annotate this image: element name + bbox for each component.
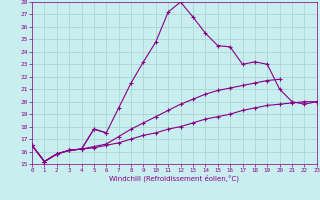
X-axis label: Windchill (Refroidissement éolien,°C): Windchill (Refroidissement éolien,°C) <box>109 175 239 182</box>
